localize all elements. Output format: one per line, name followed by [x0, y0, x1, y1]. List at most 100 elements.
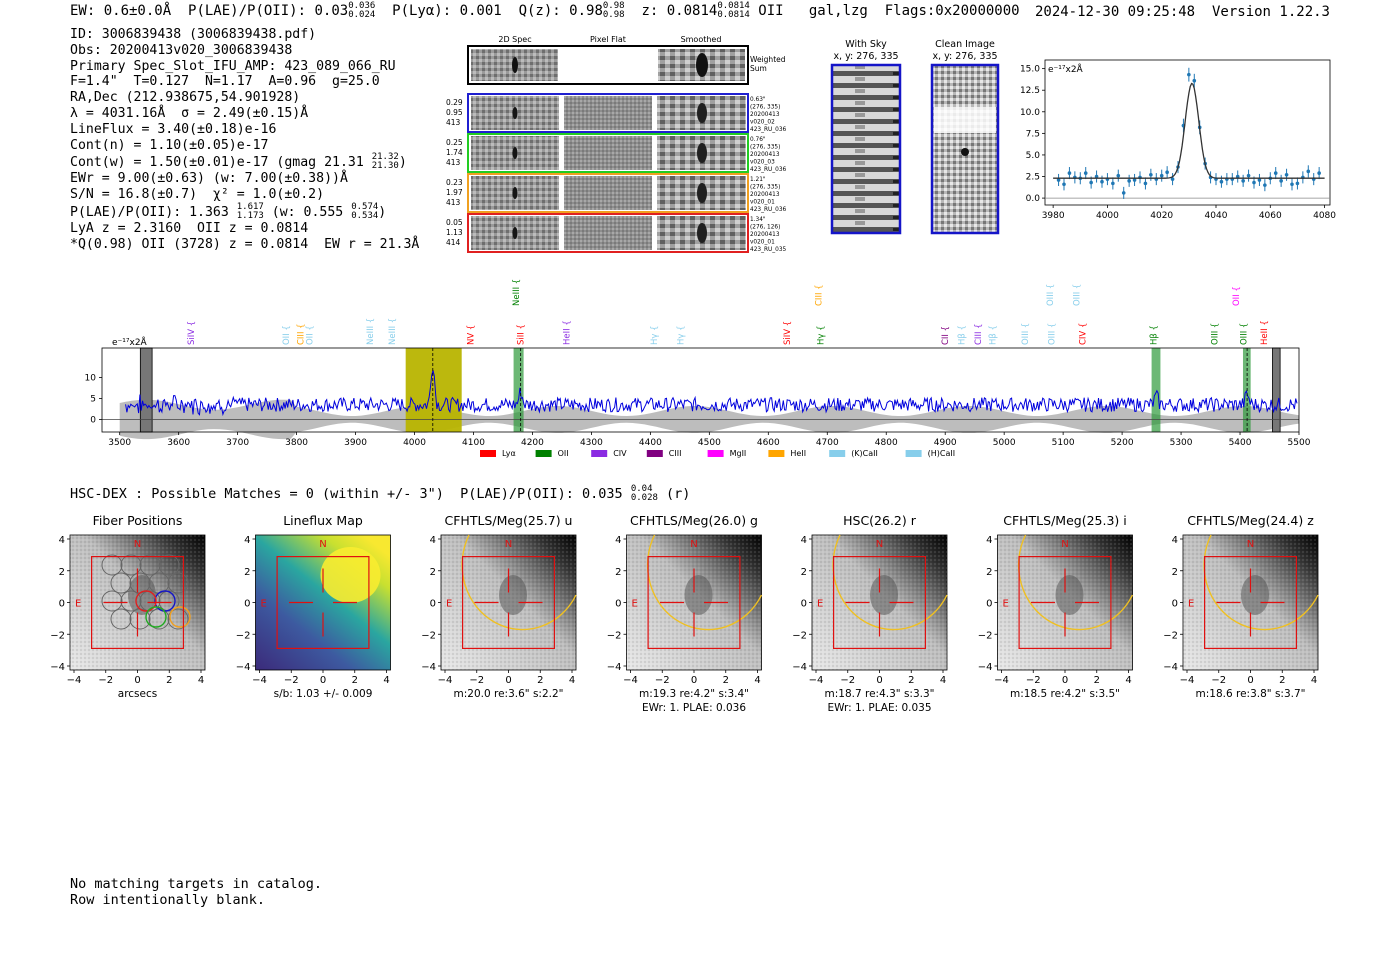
galaxy-blob	[1241, 575, 1269, 615]
spectrum-line-marker: NeIII {	[366, 318, 376, 345]
footer-notes: No matching targets in catalog. Row inten…	[70, 876, 322, 908]
thumb-xtick-label: −4	[1180, 675, 1195, 686]
thumb-ytick-label: 2	[615, 567, 621, 578]
clean-image	[930, 63, 1000, 235]
spectrum-xtick-label: 4700	[816, 438, 839, 448]
fiber-circle	[167, 572, 189, 594]
galaxy-blob	[684, 575, 713, 615]
spectrum-line-marker: OIII {	[1240, 323, 1250, 345]
match-plae-range: 0.04 0.028	[631, 485, 658, 503]
thumb-ytick-label: −4	[421, 662, 436, 673]
thumb-xtick-label: 4	[1125, 675, 1131, 686]
plae-w-text: (w: 0.555	[263, 204, 344, 220]
thumbnail-panel: CFHTLS/Meg(25.3) iNE−4 −2 0 2 4420−2−4m:18.5…	[978, 513, 1134, 700]
spectrum-line-marker: Hγ {	[676, 325, 686, 345]
cutout-right-label: 0.76"	[750, 137, 766, 143]
zoom-data-point	[1317, 171, 1321, 175]
legend-swatch	[707, 450, 724, 457]
zoom-data-point	[1257, 178, 1262, 182]
imaging-thumbnails: Fiber Positions N E −4 −2 0 2 4 4 2 0 −2 −4 arcsecs Li…	[50, 513, 1319, 714]
zoom-data-point	[1273, 171, 1278, 175]
plae-label: P(LAE)/P(OII):	[188, 3, 307, 19]
zoom-data-point	[1067, 171, 1072, 175]
zoom-data-point	[1132, 178, 1137, 182]
thumbnail-caption: m:18.5 re:4.2" s:3.5"	[1010, 688, 1120, 700]
info-id: ID: 3006839438 (3006839438.pdf)	[70, 27, 317, 42]
spectrum-xtick-label: 4600	[757, 438, 780, 448]
qz-hi: 0.98	[602, 1, 625, 11]
thumbnail-title: CFHTLS/Meg(25.7) u	[445, 513, 573, 528]
thumb-ytick-label: −4	[792, 662, 807, 673]
sky-panels: With Sky x, y: 276, 335 Clean Image x, y…	[830, 39, 1000, 235]
match-lo: 0.028	[630, 493, 658, 503]
cutout-image-texture	[1183, 535, 1318, 670]
spectrum-line-marker: HeII {	[563, 320, 573, 345]
thumb-ytick-label: −4	[236, 662, 251, 673]
spectrum-xtick-label: 5300	[1170, 438, 1193, 448]
spectrum-line-marker: OIII {	[1073, 284, 1083, 306]
thumb-ytick-label: 4	[244, 535, 250, 546]
spectrum-ytick-label: 0	[90, 415, 96, 425]
spectrum-line-marker: NV {	[466, 325, 476, 345]
thumb-xtick-label: 4	[569, 675, 575, 686]
legend-label: Lyα	[502, 449, 516, 458]
cutout-right-label: 423_RU_035	[750, 247, 787, 253]
thumb-ytick-label: 4	[986, 535, 992, 546]
thumb-xtick-label: −2	[655, 675, 670, 686]
cutout-right-label: (276, 335)	[750, 185, 780, 191]
cutout-image-texture	[626, 535, 762, 670]
thumb-xtick-label: 4	[1311, 675, 1317, 686]
info-sn: S/N = 16.8(±0.7) χ² = 1.0(±0.2)	[70, 187, 325, 203]
cutout-left-label: 0.23	[446, 178, 463, 187]
thumb-xtick-label: 0	[876, 675, 882, 686]
thumb-ytick-label: 0	[1172, 599, 1178, 610]
fiber-circle	[139, 554, 161, 576]
fiber-circle	[158, 590, 180, 612]
thumbnail-caption: m:20.0 re:3.6" s:2.2"	[454, 688, 564, 700]
spectrum-xtick-label: 4900	[934, 438, 957, 448]
cutout-image-texture	[812, 535, 947, 670]
thumb-ytick-label: −4	[978, 662, 993, 673]
thumbnail-title: CFHTLS/Meg(25.3) i	[1003, 513, 1127, 528]
spectrum-xtick-label: 4000	[403, 438, 426, 448]
legend-swatch	[535, 450, 552, 457]
spectrum-line-marker: CII {	[941, 326, 951, 345]
thumb-ytick-label: −4	[1163, 662, 1178, 673]
galaxy-blob	[870, 575, 898, 615]
fiber-circle	[120, 590, 142, 612]
thumb-xtick-label: 4	[940, 675, 946, 686]
info-cont-n: Cont(n) = 1.10(±0.05)e-17	[70, 137, 269, 153]
search-box	[462, 555, 556, 650]
spectrum-xtick-label: 3800	[285, 438, 308, 448]
thumb-xtick-label: −2	[469, 675, 484, 686]
thumb-ytick-label: −2	[607, 630, 622, 641]
cutout-right-label: 1.21"	[750, 177, 766, 183]
zoom-data-point	[1170, 177, 1175, 181]
thumb-xtick-label: 2	[537, 675, 543, 686]
north-label: N	[134, 539, 141, 550]
fiber-circle-highlight	[169, 606, 191, 628]
thumb-xtick-label: 0	[320, 675, 326, 686]
match-band: (r)	[657, 486, 691, 502]
z-lo: 0.0814	[717, 10, 750, 20]
emission-blob	[512, 147, 518, 159]
zoom-data-point	[1121, 191, 1126, 195]
spectrum-line-marker: SiIV {	[783, 321, 793, 345]
legend-label: OII	[558, 449, 569, 458]
thumbnail-title: CFHTLS/Meg(24.4) z	[1187, 513, 1314, 528]
thumb-xtick-label: 0	[1062, 675, 1068, 686]
zoom-xtick-label: 4000	[1096, 211, 1119, 221]
spectrum-xtick-label: 4500	[698, 438, 721, 448]
zoom-data-point	[1159, 173, 1164, 178]
thumbnail-title: Fiber Positions	[93, 513, 183, 528]
thumbnail-title: CFHTLS/Meg(26.0) g	[630, 513, 758, 528]
spectrum-xtick-label: 5200	[1111, 438, 1134, 448]
spectrum-line-marker: HeII {	[1260, 320, 1270, 345]
spectrum-line-marker: CIV {	[1079, 323, 1089, 345]
thumb-ytick-label: 0	[59, 599, 65, 610]
zoom-data-point	[1241, 179, 1245, 183]
east-label: E	[632, 599, 638, 610]
cutout-right-label: (276, 335)	[750, 145, 780, 151]
